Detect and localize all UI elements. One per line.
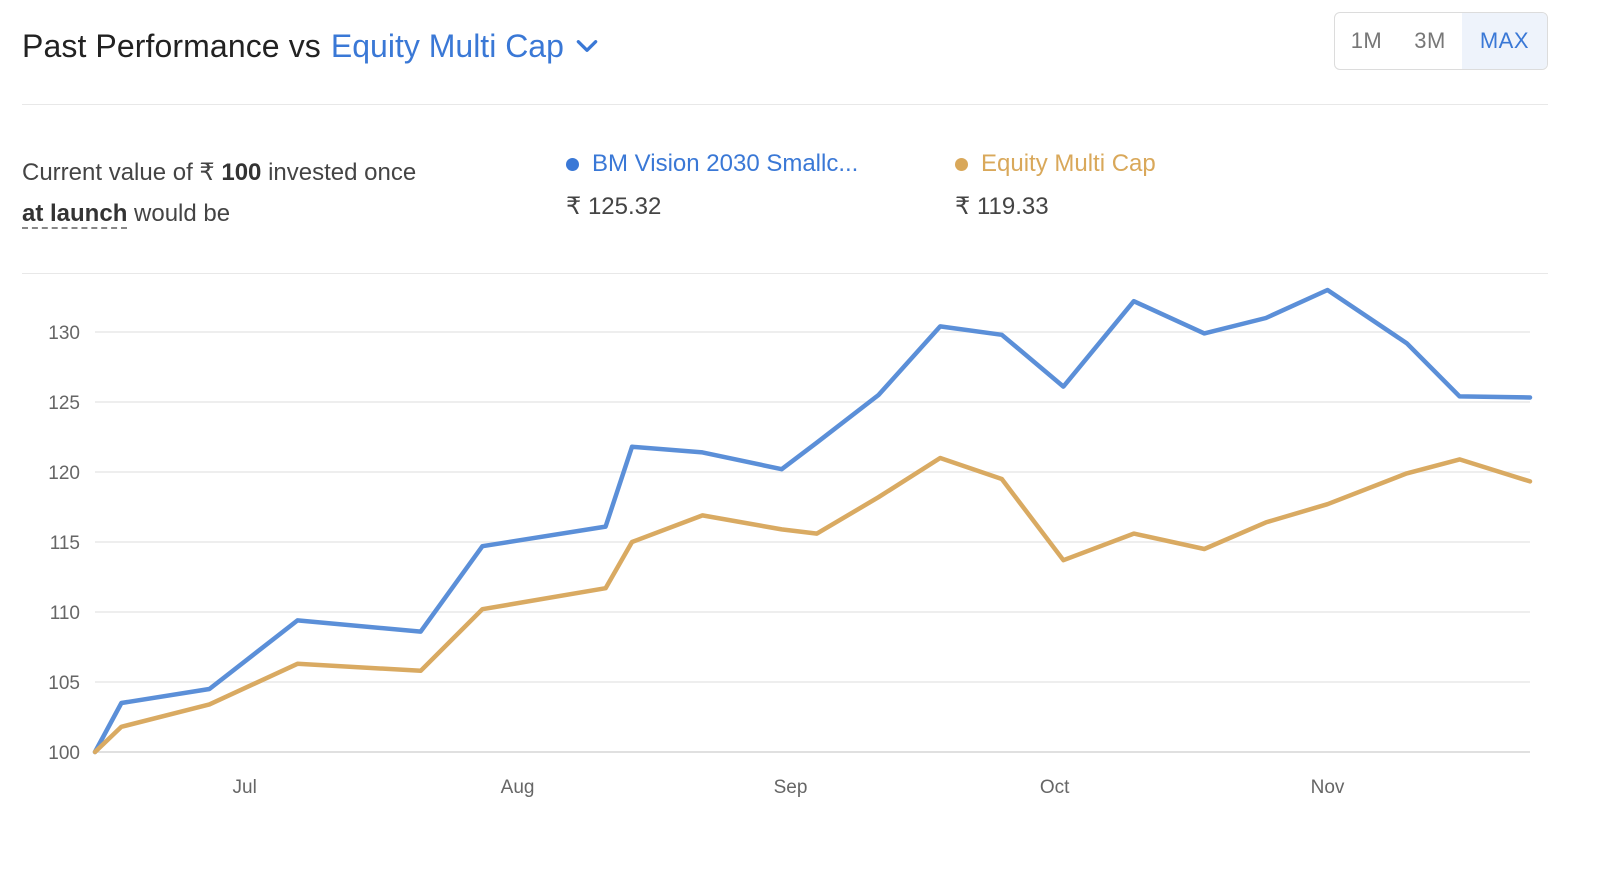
legend-fund: BM Vision 2030 Smallc... ₹ 125.32	[566, 150, 858, 221]
range-3m-button[interactable]: 3M	[1414, 28, 1446, 53]
fund-name: BM Vision 2030 Smallc...	[592, 150, 859, 177]
header-divider	[22, 104, 1548, 105]
period-link[interactable]: at launch	[22, 200, 128, 229]
x-tick-label: Nov	[1311, 777, 1345, 798]
range-max-button[interactable]: MAX	[1461, 13, 1547, 69]
x-tick-label: Oct	[1040, 777, 1070, 798]
benchmark-name: Equity Multi Cap	[981, 150, 1156, 177]
y-tick-label: 120	[48, 463, 80, 484]
y-tick-label: 130	[48, 323, 80, 344]
chevron-down-icon	[576, 40, 598, 52]
summary-suffix: invested once	[261, 159, 417, 186]
x-tick-label: Jul	[233, 777, 257, 798]
summary-amount: 100	[221, 159, 262, 186]
y-tick-label: 100	[48, 743, 80, 764]
fund-line	[92, 287, 1533, 755]
page-title: Past Performance vs	[22, 27, 321, 64]
benchmark-dot	[955, 157, 968, 171]
fund-value: ₹ 125.32	[566, 193, 662, 220]
y-tick-label: 105	[48, 673, 80, 694]
range-toggle: 1M 3M MAX	[1333, 12, 1548, 70]
legend-benchmark: Equity Multi Cap ₹ 119.33	[955, 150, 1156, 221]
investment-summary: Current value of ₹ 100 invested once at …	[22, 152, 416, 234]
benchmark-line	[92, 455, 1533, 755]
y-tick-label: 115	[50, 533, 80, 554]
x-tick-label: Aug	[501, 777, 535, 798]
benchmark-selector[interactable]: Equity Multi Cap	[331, 28, 600, 65]
summary-prefix: Current value of ₹	[22, 159, 222, 186]
y-tick-label: 110	[50, 603, 80, 624]
y-tick-label: 125	[48, 393, 80, 414]
benchmark-value: ₹ 119.33	[955, 193, 1049, 220]
performance-chart: 100 105 110 115 120 125 130 Jul Aug Sep Oct Nov	[48, 287, 1533, 798]
summary-tail: would be	[127, 200, 231, 227]
summary-divider	[22, 273, 1548, 274]
benchmark-label: Equity Multi Cap	[330, 27, 564, 64]
fund-dot	[566, 157, 579, 171]
x-tick-label: Sep	[774, 777, 808, 798]
chart-header: Past Performance vs Equity Multi Cap	[22, 22, 600, 70]
range-1m-button[interactable]: 1M	[1350, 28, 1383, 53]
